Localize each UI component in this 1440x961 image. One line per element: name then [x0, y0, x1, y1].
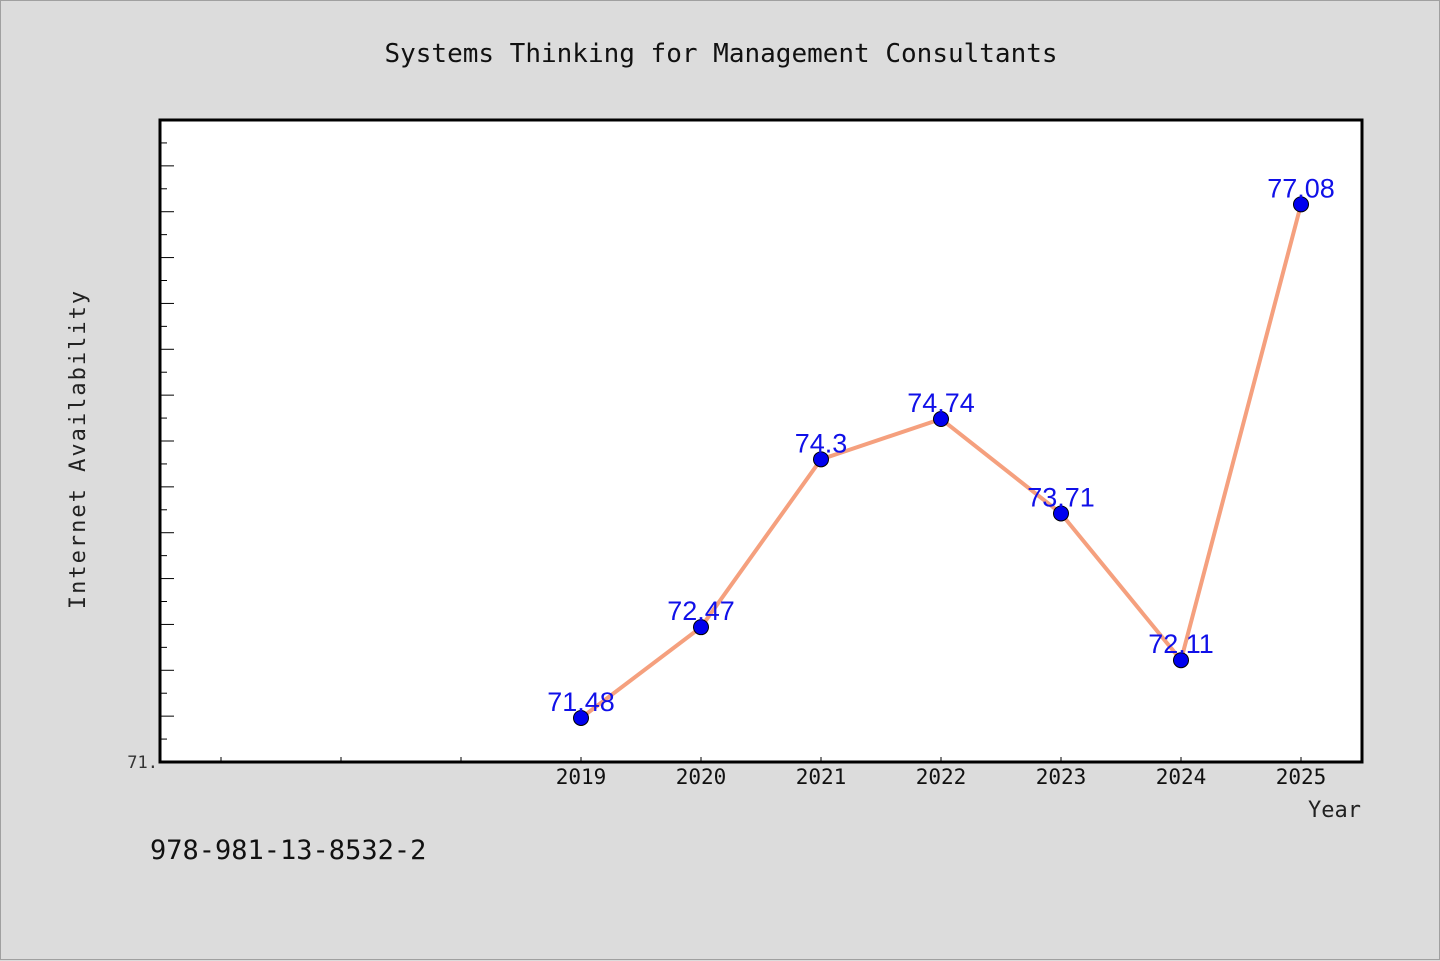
x-axis-ticks: 2019 2020 2021 2022 2023 2024 2025 [220, 757, 1327, 789]
x-tick-label: 2025 [1276, 765, 1327, 789]
data-point [1173, 652, 1189, 669]
data-label: 72.11 [1148, 629, 1214, 659]
x-tick-label: 2019 [556, 765, 607, 789]
chart-title: Systems Thinking for Management Consulta… [384, 39, 1057, 69]
y-axis-label: Internet Availability [66, 289, 91, 609]
data-label: 77.08 [1267, 173, 1335, 203]
x-tick-label: 2021 [796, 765, 847, 789]
data-label: 71.48 [547, 687, 615, 717]
data-label: 74.74 [907, 388, 975, 418]
plot-area [158, 118, 1364, 764]
series-layer: 71.48 72.47 74.3 74.74 73.71 72.11 77.08 [547, 173, 1335, 726]
x-tick-label: 2023 [1036, 765, 1087, 789]
x-tick-label: 2022 [916, 765, 967, 789]
data-point [1053, 505, 1069, 522]
x-tick-label: 2024 [1156, 765, 1207, 789]
data-point [933, 410, 949, 427]
data-point [693, 619, 709, 636]
data-label: 74.3 [795, 428, 848, 458]
y-axis-ticks: 71. [127, 119, 174, 773]
y-tick-label: 71. [127, 753, 158, 773]
data-point [813, 451, 829, 468]
data-label: 73.71 [1027, 482, 1095, 512]
x-axis-label: Year [1308, 798, 1361, 823]
isbn-footer: 978-981-13-8532-2 [150, 835, 427, 866]
data-point [573, 709, 589, 726]
x-tick-label: 2020 [676, 765, 727, 789]
data-point [1293, 196, 1309, 213]
data-label: 72.47 [667, 596, 735, 626]
